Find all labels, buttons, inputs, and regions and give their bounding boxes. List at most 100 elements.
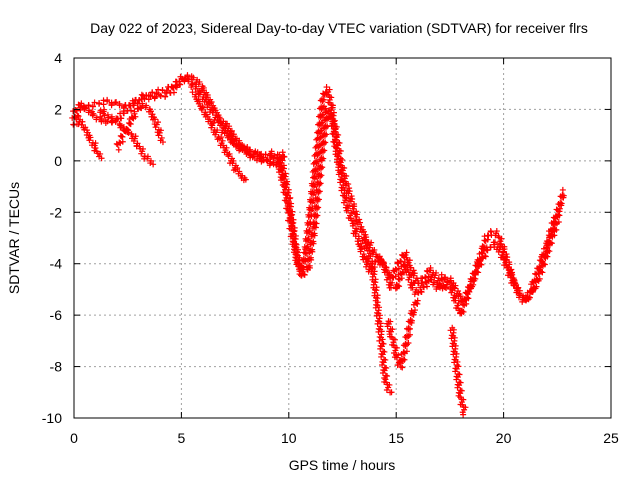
data-point <box>237 172 244 179</box>
data-point <box>536 268 543 275</box>
data-points <box>69 72 567 418</box>
data-point <box>354 221 361 228</box>
data-point <box>116 139 123 146</box>
data-point <box>503 264 510 271</box>
data-point <box>108 102 115 109</box>
data-point <box>155 132 162 139</box>
data-point <box>406 331 413 338</box>
data-point <box>293 255 300 262</box>
data-point <box>326 113 333 120</box>
data-point <box>340 199 347 206</box>
data-point <box>318 104 325 111</box>
y-tick-label: -8 <box>50 359 63 375</box>
data-point <box>319 96 326 103</box>
data-point <box>313 158 320 165</box>
data-point <box>195 81 202 88</box>
data-point <box>307 188 314 195</box>
data-series-10 <box>447 324 469 418</box>
data-series-7 <box>220 118 288 169</box>
y-tick-label: 4 <box>54 50 62 66</box>
data-point <box>408 307 415 314</box>
data-point <box>220 142 227 149</box>
data-point <box>412 307 418 314</box>
data-point <box>307 239 314 246</box>
data-point <box>555 211 562 218</box>
data-point <box>355 241 362 248</box>
data-point <box>112 118 119 125</box>
data-point <box>225 125 232 132</box>
data-point <box>74 112 81 119</box>
data-point <box>399 364 406 371</box>
data-point <box>559 192 566 199</box>
data-point <box>349 205 356 212</box>
data-point <box>250 151 257 158</box>
data-point <box>405 276 412 283</box>
data-point <box>260 154 267 161</box>
data-point <box>468 276 475 283</box>
data-point <box>340 170 347 177</box>
data-point <box>400 356 407 363</box>
data-point <box>97 109 104 116</box>
data-point <box>472 275 479 282</box>
data-point <box>291 247 298 254</box>
data-point <box>394 282 401 289</box>
data-point <box>513 285 520 292</box>
data-point <box>372 251 379 258</box>
data-point <box>119 133 126 140</box>
data-point <box>392 273 399 280</box>
data-point <box>145 108 152 115</box>
data-point <box>462 296 469 303</box>
data-point <box>144 155 151 162</box>
data-point <box>390 342 397 349</box>
data-point <box>425 273 432 280</box>
data-point <box>403 332 410 339</box>
data-series-2 <box>70 72 563 305</box>
data-point <box>361 237 368 244</box>
data-point <box>242 176 249 183</box>
chart-title: Day 022 of 2023, Sidereal Day-to-day VTE… <box>90 20 588 36</box>
data-point <box>500 254 507 261</box>
data-point <box>409 284 416 291</box>
data-point <box>305 211 312 218</box>
data-point <box>473 268 480 275</box>
data-point <box>311 203 318 210</box>
data-point <box>438 271 445 278</box>
data-point <box>305 255 312 262</box>
data-point <box>86 137 93 144</box>
data-point <box>527 287 534 294</box>
data-point <box>363 263 370 270</box>
data-point <box>477 261 484 268</box>
x-tick-label: 10 <box>281 430 297 446</box>
data-point <box>358 229 365 236</box>
data-point <box>312 166 319 173</box>
data-point <box>556 208 563 215</box>
data-point <box>151 95 158 102</box>
data-point <box>232 166 239 173</box>
data-point <box>311 230 318 237</box>
data-point <box>407 264 414 271</box>
data-point <box>142 104 149 111</box>
data-point <box>136 104 143 111</box>
data-point <box>553 226 560 233</box>
y-tick-label: -2 <box>50 204 63 220</box>
data-point <box>352 213 359 220</box>
data-point <box>357 248 364 255</box>
data-point <box>546 248 553 255</box>
data-point <box>310 238 317 245</box>
data-point <box>322 105 329 112</box>
data-point <box>492 232 499 239</box>
data-point <box>423 283 430 290</box>
data-point <box>383 386 390 393</box>
data-point <box>306 204 313 211</box>
data-point <box>320 138 327 145</box>
data-point <box>147 160 154 167</box>
data-point <box>152 124 159 131</box>
data-point <box>132 113 139 120</box>
data-point <box>481 252 488 259</box>
data-point <box>216 135 223 142</box>
data-point <box>295 263 302 270</box>
data-point <box>77 102 84 109</box>
data-point <box>159 139 166 146</box>
data-point <box>457 394 464 401</box>
y-axis-label: SDTVAR / TECUs <box>6 182 22 294</box>
